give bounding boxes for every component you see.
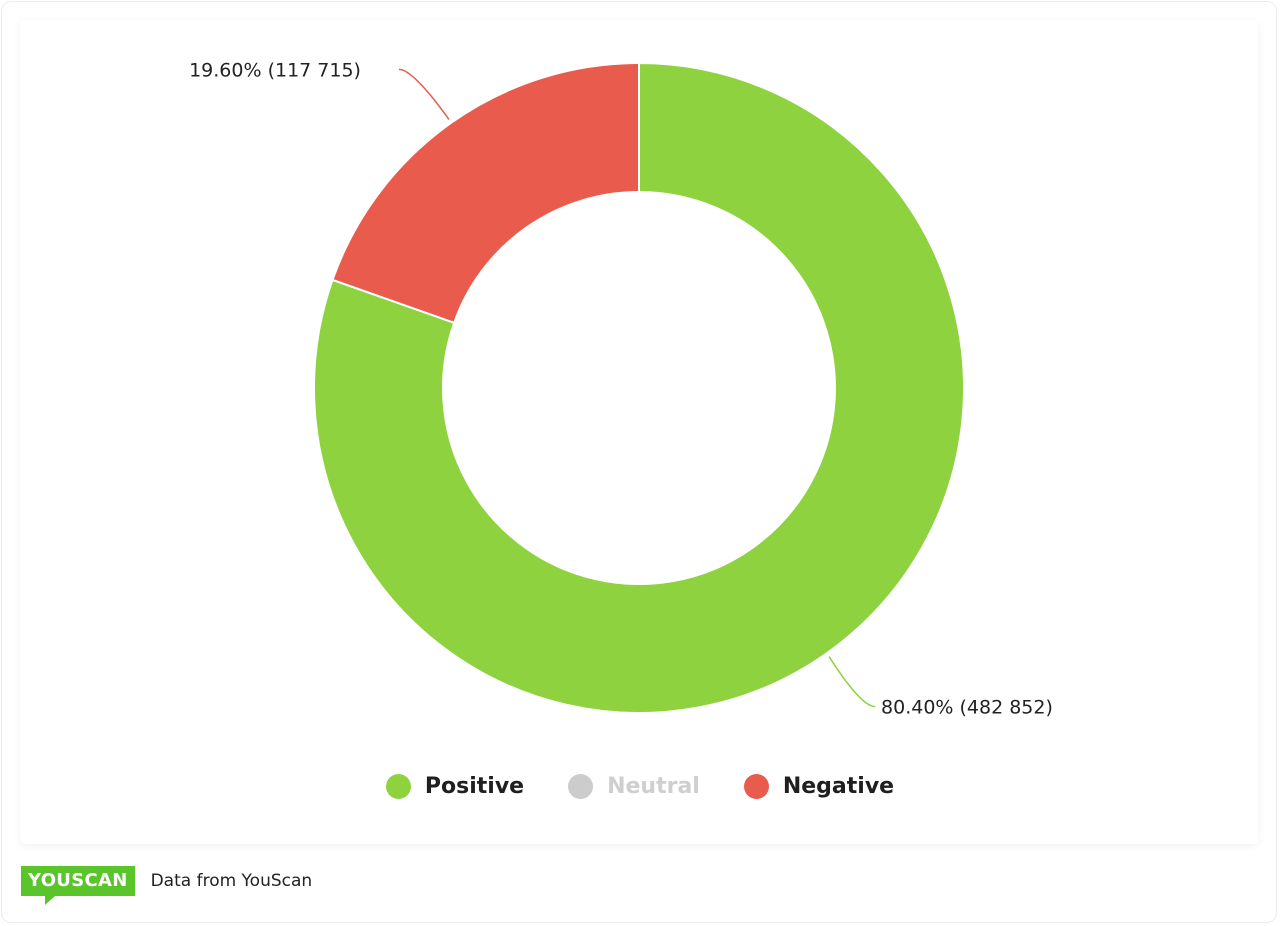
legend-item-neutral[interactable]: Neutral — [568, 774, 700, 799]
data-source-text: Data from YouScan — [150, 871, 313, 891]
legend-label: Negative — [782, 774, 895, 799]
slice-negative[interactable] — [331, 61, 640, 325]
youscan-logo: YOUSCAN — [21, 866, 135, 905]
leader-line-negative — [398, 68, 450, 120]
legend-label: Positive — [424, 774, 525, 799]
data-label-negative: 19.60% (117 715) — [189, 59, 361, 81]
leader-line-positive — [828, 656, 876, 708]
slice-positive[interactable] — [313, 61, 965, 714]
legend-dot-neutral — [568, 774, 594, 799]
legend-label: Neutral — [607, 774, 700, 799]
legend-item-positive[interactable]: Positive — [385, 774, 525, 799]
legend-dot-positive — [385, 774, 411, 799]
chart-legend: Positive Neutral Negative — [0, 774, 1280, 799]
footer: YOUSCAN Data from YouScan — [21, 866, 313, 905]
legend-item-negative[interactable]: Negative — [743, 774, 895, 799]
legend-dot-negative — [743, 774, 769, 799]
data-label-positive: 80.40% (482 852) — [881, 697, 1053, 719]
